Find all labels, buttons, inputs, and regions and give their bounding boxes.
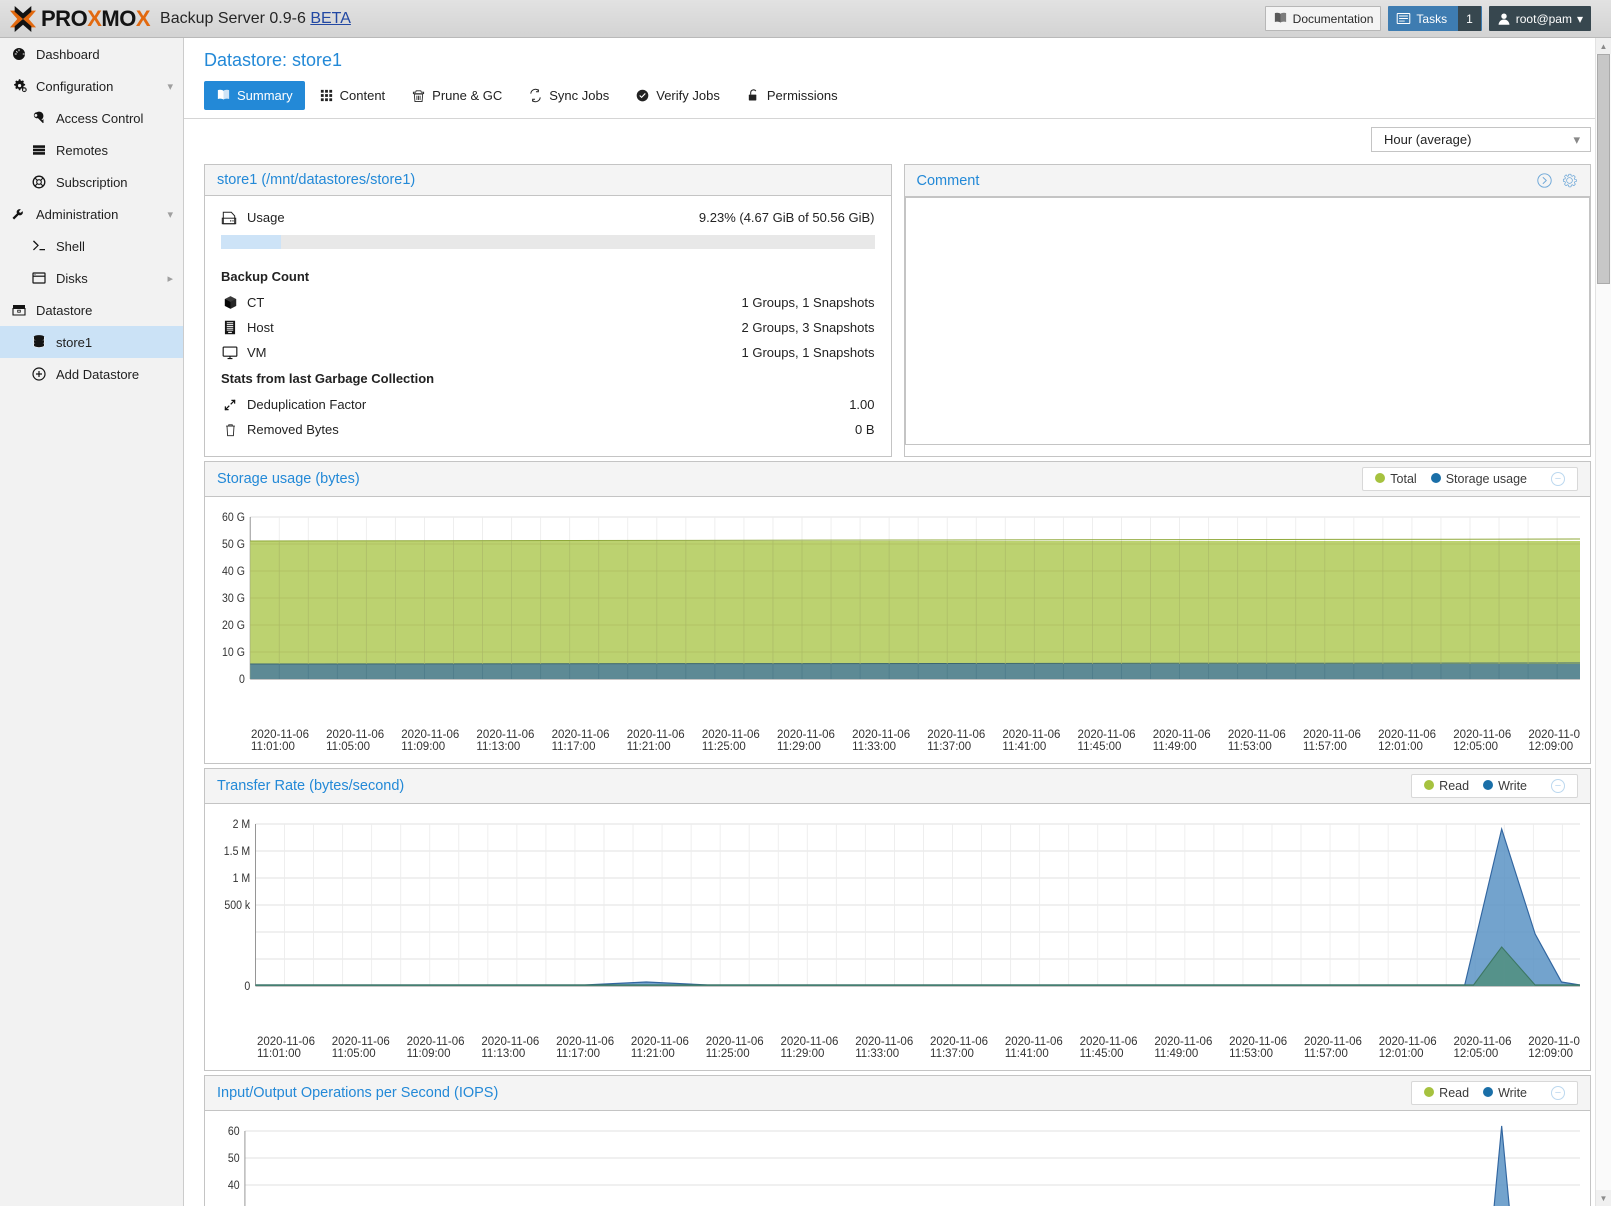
svg-text:500 k: 500 k [224,899,250,912]
svg-text:50 G: 50 G [222,538,245,551]
svg-text:1 M: 1 M [233,872,251,885]
svg-text:0: 0 [239,673,245,686]
svg-text:60 G: 60 G [222,511,245,524]
svg-text:1.5 M: 1.5 M [224,845,250,858]
svg-text:40: 40 [228,1179,240,1192]
svg-text:2 M: 2 M [233,818,251,831]
svg-text:50: 50 [228,1152,240,1165]
svg-text:40 G: 40 G [222,565,245,578]
svg-text:20 G: 20 G [222,619,245,632]
svg-text:0: 0 [244,980,250,993]
svg-text:60: 60 [228,1125,240,1138]
svg-text:30 G: 30 G [222,592,245,605]
svg-text:10 G: 10 G [222,646,245,659]
